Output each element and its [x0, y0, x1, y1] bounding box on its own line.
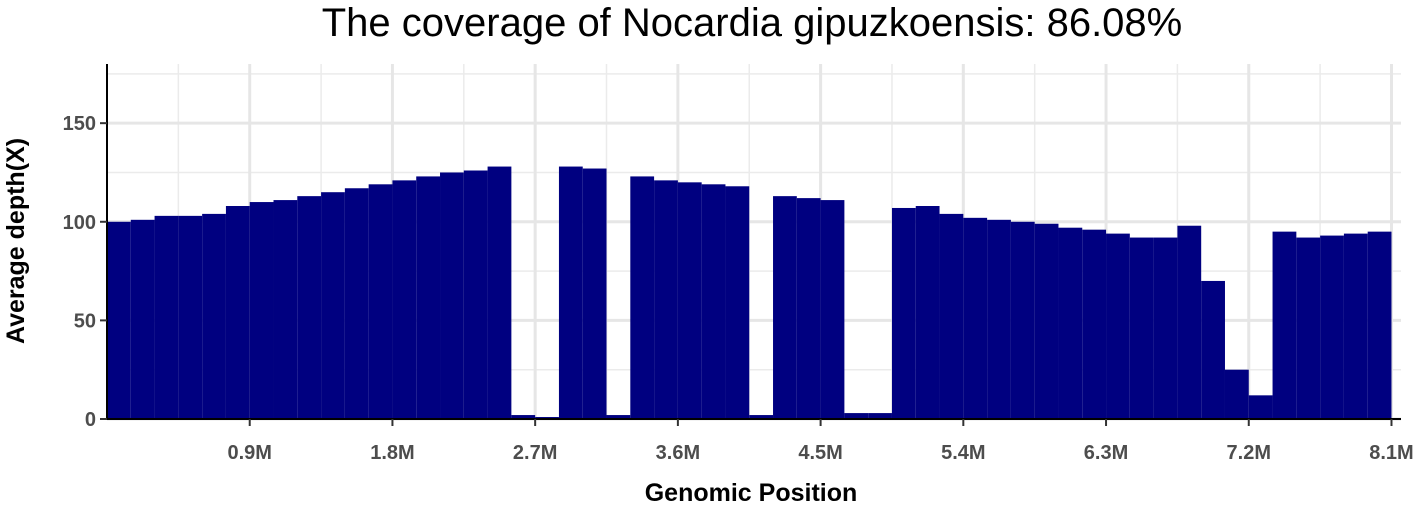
- y-axis-title: Average depth(X): [2, 138, 30, 344]
- coverage-bar: [1106, 233, 1130, 419]
- coverage-bar: [1082, 229, 1107, 419]
- x-tick-label: 0.9M: [227, 442, 271, 464]
- coverage-bar: [725, 186, 750, 419]
- coverage-bar: [440, 172, 464, 419]
- coverage-bar: [963, 217, 988, 419]
- coverage-bar: [321, 192, 345, 419]
- coverage-bar: [392, 180, 417, 419]
- coverage-bar: [1129, 237, 1154, 419]
- coverage-bar: [820, 200, 845, 419]
- coverage-bar: [891, 207, 916, 419]
- x-tick-label: 1.8M: [370, 442, 414, 464]
- chart-title: The coverage of Nocardia gipuzkoensis: 8…: [322, 1, 1183, 45]
- coverage-bar: [749, 415, 774, 419]
- x-axis-title: Genomic Position: [645, 479, 858, 507]
- coverage-bar: [987, 219, 1011, 419]
- coverage-bar: [796, 198, 821, 419]
- coverage-bar: [558, 166, 583, 419]
- coverage-bar: [1201, 280, 1225, 419]
- coverage-bar: [130, 219, 155, 419]
- coverage-bar: [297, 196, 322, 419]
- coverage-bar: [915, 206, 940, 419]
- coverage-bar: [677, 182, 702, 419]
- y-tick-label: 100: [63, 212, 96, 234]
- coverage-bar: [582, 168, 607, 419]
- x-tick-label: 3.6M: [656, 442, 700, 464]
- coverage-bar: [1320, 235, 1344, 419]
- coverage-bar: [107, 221, 131, 419]
- coverage-bar: [202, 213, 226, 419]
- coverage-bar: [1058, 227, 1083, 419]
- x-tick-label: 2.7M: [513, 442, 557, 464]
- coverage-bar: [1034, 223, 1059, 419]
- coverage-bar: [773, 196, 797, 419]
- x-tick-label: 5.4M: [941, 442, 985, 464]
- coverage-bar: [844, 413, 869, 419]
- coverage-bar: [463, 170, 488, 419]
- coverage-bar: [701, 184, 726, 419]
- coverage-bar: [606, 415, 631, 419]
- x-tick-label: 8.1M: [1369, 442, 1413, 464]
- coverage-bar: [1177, 225, 1202, 419]
- y-tick-label: 0: [85, 409, 96, 431]
- coverage-bar: [154, 215, 179, 419]
- coverage-bar: [416, 176, 441, 419]
- coverage-bar: [654, 180, 678, 419]
- coverage-bar: [1153, 237, 1178, 419]
- coverage-bar: [178, 215, 203, 419]
- coverage-bar: [368, 184, 393, 419]
- x-tick-label: 6.3M: [1084, 442, 1128, 464]
- y-tick-label: 50: [74, 310, 96, 332]
- coverage-bar: [273, 200, 298, 419]
- coverage-bar: [1224, 369, 1249, 419]
- y-ticks: 0 50 100 150: [63, 113, 107, 431]
- coverage-bar: [630, 176, 655, 419]
- coverage-bar: [487, 166, 512, 419]
- coverage-bar: [1010, 221, 1035, 419]
- coverage-bar: [868, 413, 892, 419]
- x-tick-label: 4.5M: [798, 442, 842, 464]
- bars: [107, 166, 1392, 419]
- x-ticks: 0.9M 1.8M 2.7M 3.6M 4.5M 5.4M 6.3M 7.2M 8.1M: [227, 419, 1414, 464]
- coverage-bar: [1343, 233, 1368, 419]
- coverage-bar: [1248, 395, 1273, 419]
- coverage-bar: [1296, 237, 1321, 419]
- coverage-bar: [1367, 231, 1392, 419]
- coverage-bar: [344, 188, 369, 419]
- coverage-bar: [511, 415, 536, 419]
- coverage-bar: [249, 202, 274, 419]
- coverage-bar: [1272, 231, 1297, 419]
- coverage-bar: [939, 213, 964, 419]
- x-tick-label: 7.2M: [1227, 442, 1271, 464]
- coverage-bar: [225, 206, 250, 419]
- y-tick-label: 150: [63, 113, 96, 135]
